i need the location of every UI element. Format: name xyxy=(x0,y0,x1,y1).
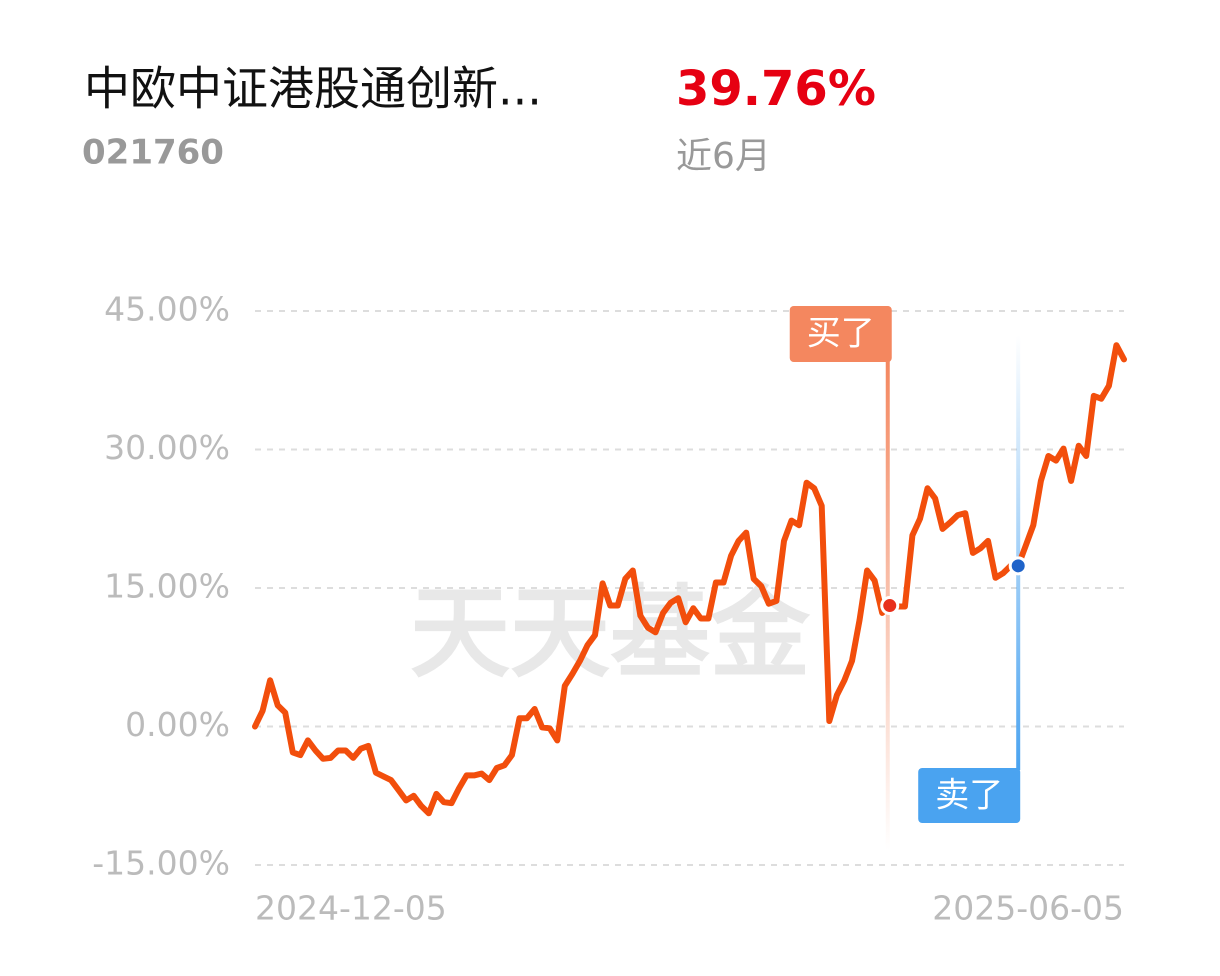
period: 近6月 xyxy=(676,136,771,177)
return-value: 39.76% xyxy=(676,61,876,117)
y-tick-label: 0.00% xyxy=(125,705,230,744)
watermark: 天天基金 xyxy=(410,574,811,691)
sell-tag-text: 卖了 xyxy=(935,776,1003,816)
buy-dot xyxy=(880,596,900,616)
x-tick-label: 2025-06-05 xyxy=(932,889,1124,928)
y-tick-label: 45.00% xyxy=(104,290,230,329)
y-tick-label: -15.00% xyxy=(92,844,230,883)
sell-line xyxy=(1016,335,1021,770)
x-tick-label: 2024-12-05 xyxy=(255,889,447,928)
y-tick-label: 30.00% xyxy=(104,428,230,467)
fund-name: 中欧中证港股通创新... xyxy=(84,62,542,116)
fund-code: 021760 xyxy=(82,133,224,173)
buy-tag-text: 买了 xyxy=(807,314,875,354)
price-line xyxy=(252,342,1127,817)
buy-tag xyxy=(789,306,892,362)
sell-tag xyxy=(918,768,1021,823)
sell-dot xyxy=(1008,556,1028,576)
y-tick-label: 15.00% xyxy=(104,567,230,606)
